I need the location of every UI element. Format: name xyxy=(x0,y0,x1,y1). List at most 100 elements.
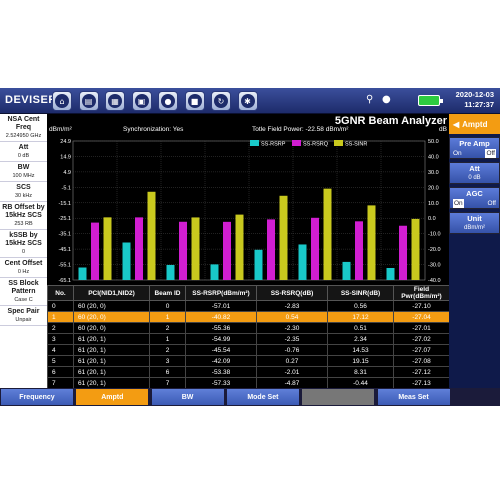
param-0[interactable]: NSA Cent Freq 2.524950 GHz xyxy=(0,114,47,142)
left-tick-label: 14.9 xyxy=(60,154,71,160)
param-4[interactable]: RB Offset by 15kHz SCS 253 RB xyxy=(0,202,47,230)
beam-table: No. PCI(NID1,NID2) Beam ID SS-RSRP(dBm/m²) S… xyxy=(47,285,450,389)
refresh-button[interactable]: ↻ xyxy=(211,91,231,111)
param-1[interactable]: Att 0 dB xyxy=(0,142,47,162)
sync-label: Synchronization: xyxy=(123,126,172,133)
table-row[interactable]: 2 60 (20, 0) 2 -55.36 -2.30 0.51 -27.01 xyxy=(47,322,450,334)
column-header: No. xyxy=(47,285,74,301)
location-button[interactable]: ● xyxy=(158,91,178,111)
param-label: Cent Offset xyxy=(4,260,43,267)
clock-date: 2020-12-03 xyxy=(455,90,494,99)
pre-amp-softkey[interactable]: Pre Amp On Off xyxy=(449,137,500,159)
pre-amp-toggle[interactable]: On Off xyxy=(450,149,499,158)
table-row[interactable]: 1 60 (20, 0) 1 -40.82 0.54 17.12 -27.04 xyxy=(47,311,450,323)
param-5[interactable]: kSSB by 15kHz SCS 0 xyxy=(0,230,47,258)
settings-button[interactable]: ✱ xyxy=(237,91,258,111)
table-cell: 8.31 xyxy=(327,366,394,378)
agc-off[interactable]: Off xyxy=(487,200,496,207)
column-header: Beam ID xyxy=(149,285,186,301)
pre-amp-on[interactable]: On xyxy=(453,150,462,157)
column-header: SS-SINR(dB) xyxy=(327,285,394,301)
right-tick-label: 10.0 xyxy=(428,201,439,207)
table-cell: 2 xyxy=(47,322,74,334)
file-button[interactable]: ▦ xyxy=(105,91,125,111)
param-value: 0 xyxy=(21,249,26,255)
table-cell: -27.10 xyxy=(393,300,450,312)
save-button[interactable]: ▣ xyxy=(131,91,152,111)
bottom-button-amptd[interactable]: Amptd xyxy=(76,389,149,405)
left-parameter-panel: NSA Cent Freq 2.524950 GHz Att 0 dB BW 100 MH… xyxy=(0,114,47,388)
bottom-menu-bar: Frequency Amptd BW Mode Set Meas Set xyxy=(0,388,500,406)
home-button[interactable]: ⌂ xyxy=(52,91,72,111)
table-cell: -27.07 xyxy=(393,344,450,356)
bar-ss-rsrp-0 xyxy=(78,267,87,280)
battery-icon xyxy=(418,95,443,106)
table-cell: -27.08 xyxy=(393,355,450,367)
table-cell: 61 (20, 1) xyxy=(73,333,150,345)
left-tick-label: -15.1 xyxy=(58,201,71,207)
bar-ss-rsrq-1 xyxy=(135,217,143,280)
right-tick-label: 0.0 xyxy=(428,216,436,222)
table-cell: 2 xyxy=(149,322,186,334)
table-cell: 60 (20, 0) xyxy=(73,322,150,334)
save-icon: ▣ xyxy=(134,94,149,108)
folder-button[interactable]: ▤ xyxy=(78,91,99,111)
agc-on[interactable]: On xyxy=(453,199,464,208)
pre-amp-off[interactable]: Off xyxy=(485,149,496,158)
folder-icon: ▤ xyxy=(81,94,96,108)
table-row[interactable]: 7 61 (20, 1) 7 -57.33 -4.87 -0.44 -27.13 xyxy=(47,377,450,389)
table-cell: -4.87 xyxy=(256,377,328,389)
table-cell: 19.15 xyxy=(327,355,394,367)
bottom-button-frequency[interactable]: Frequency xyxy=(1,389,73,405)
table-cell: -2.35 xyxy=(256,333,328,345)
right-tick-label: -20.0 xyxy=(428,247,441,253)
table-cell: 61 (20, 1) xyxy=(73,377,150,389)
right-tick-label: -10.0 xyxy=(428,232,441,238)
table-cell: 3 xyxy=(149,355,186,367)
param-6[interactable]: Cent Offset 0 Hz xyxy=(0,258,47,278)
param-label: BW xyxy=(17,164,30,171)
table-cell: -27.02 xyxy=(393,333,450,345)
table-row[interactable]: 3 61 (20, 1) 1 -54.99 -2.35 2.34 -27.02 xyxy=(47,333,450,345)
table-cell: -55.36 xyxy=(185,322,257,334)
table-cell: 1 xyxy=(149,333,186,345)
table-cell: 1 xyxy=(149,311,186,323)
table-cell: 60 (20, 0) xyxy=(73,300,150,312)
settings-icon: ✱ xyxy=(240,94,255,108)
bottom-button-empty[interactable] xyxy=(302,389,375,405)
table-cell: 2.34 xyxy=(327,333,394,345)
param-3[interactable]: SCS 30 kHz xyxy=(0,182,47,202)
table-cell: -2.01 xyxy=(256,366,328,378)
table-row[interactable]: 4 61 (20, 1) 2 -45.54 -0.76 14.53 -27.07 xyxy=(47,344,450,356)
param-label: Spec Pair xyxy=(7,308,40,315)
location-icon: ● xyxy=(161,94,175,108)
param-8[interactable]: Spec Pair Unpair xyxy=(0,306,47,326)
bar-ss-sinr-7 xyxy=(411,218,420,280)
lock-button[interactable]: ■ xyxy=(184,91,205,111)
agc-softkey[interactable]: AGC On Off xyxy=(449,187,500,209)
param-label: SCS xyxy=(16,184,31,191)
pin-icon: ● xyxy=(382,94,391,105)
bar-ss-rsrp-6 xyxy=(342,261,351,280)
bottom-button-meas-set[interactable]: Meas Set xyxy=(377,389,450,405)
table-row[interactable]: 0 60 (20, 0) 0 -57.01 -2.83 0.56 -27.10 xyxy=(47,300,450,312)
bottom-button-mode-set[interactable]: Mode Set xyxy=(226,389,299,405)
bottom-button-bw[interactable]: BW xyxy=(151,389,224,405)
unit-softkey[interactable]: Unit dBm/m² xyxy=(449,212,500,234)
bar-ss-rsrp-3 xyxy=(210,264,219,280)
bar-ss-sinr-3 xyxy=(235,214,244,280)
bar-ss-sinr-2 xyxy=(191,217,200,280)
table-cell: -2.83 xyxy=(256,300,328,312)
param-7[interactable]: SS Block Pattern Case C xyxy=(0,278,47,306)
table-cell: -27.13 xyxy=(393,377,450,389)
table-row[interactable]: 5 61 (20, 1) 3 -42.09 0.27 19.15 -27.08 xyxy=(47,355,450,367)
agc-toggle[interactable]: On Off xyxy=(450,199,499,208)
table-row[interactable]: 6 61 (20, 1) 6 -53.38 -2.01 8.31 -27.12 xyxy=(47,366,450,378)
table-cell: 4 xyxy=(47,344,74,356)
att-softkey[interactable]: Att 0 dB xyxy=(449,162,500,184)
amptd-menu-header[interactable]: ◀ Amptd xyxy=(449,114,500,134)
table-cell: -42.09 xyxy=(185,355,257,367)
param-2[interactable]: BW 100 MHz xyxy=(0,162,47,182)
left-tick-label: 4.9 xyxy=(63,170,71,176)
column-header: SS-RSRQ(dB) xyxy=(256,285,328,301)
